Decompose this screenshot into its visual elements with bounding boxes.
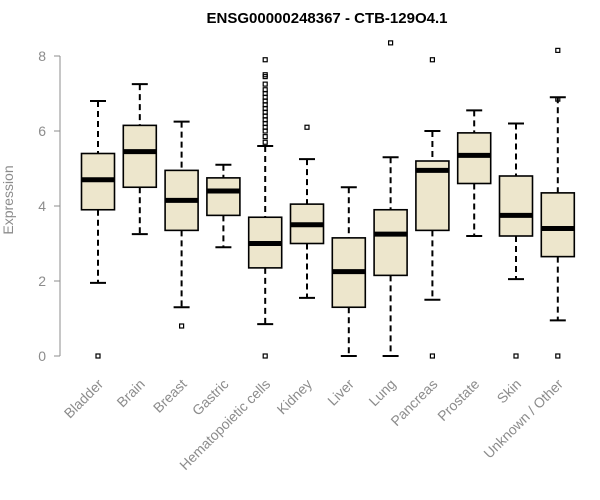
box-iqr <box>122 124 158 189</box>
box-iqr <box>540 192 576 258</box>
x-tick-label: Bladder <box>61 376 107 422</box>
box-iqr <box>456 132 492 185</box>
outlier-point <box>262 81 268 87</box>
y-tick-label: 2 <box>38 273 46 289</box>
box-unknown-other <box>540 47 576 359</box>
outlier-point <box>179 323 185 329</box>
box-breast <box>164 120 199 329</box>
outlier-point <box>555 96 561 102</box>
y-axis: 0 2 4 6 8 <box>38 48 61 364</box>
y-axis-label: Expression <box>0 165 16 234</box>
outlier-point <box>513 353 519 359</box>
box-bladder <box>80 100 116 359</box>
box-iqr <box>498 175 534 237</box>
outlier-point <box>95 353 101 359</box>
outlier-point <box>555 353 561 359</box>
outlier-point <box>262 72 268 78</box>
y-tick-label: 8 <box>38 48 46 64</box>
x-tick-label: Liver <box>324 376 357 409</box>
box-prostate <box>456 109 492 237</box>
outlier-point <box>388 40 394 46</box>
x-tick-label: Skin <box>494 376 525 407</box>
box-skin <box>498 122 534 359</box>
box-lung <box>373 40 408 357</box>
box-iqr <box>206 177 241 217</box>
x-tick-label: Prostate <box>434 376 482 424</box>
x-tick-label: Kidney <box>274 376 316 418</box>
outlier-point <box>262 57 268 63</box>
outlier-point <box>262 353 268 359</box>
x-tick-label: Unknown / Other <box>480 376 566 462</box>
chart-title: ENSG00000248367 - CTB-129O4.1 <box>207 10 448 27</box>
box-brain <box>122 83 158 236</box>
y-tick-label: 0 <box>38 348 46 364</box>
box-liver <box>331 186 367 357</box>
box-hematopoietic-cells <box>247 57 283 359</box>
outlier-point <box>262 87 268 93</box>
outlier-point <box>262 139 268 145</box>
box-iqr <box>373 208 408 277</box>
x-tick-label: Breast <box>150 376 190 416</box>
x-tick-label: Brain <box>113 376 147 410</box>
outlier-point <box>262 134 268 140</box>
box-gastric <box>206 163 241 249</box>
outlier-point <box>429 353 435 359</box>
outlier-point <box>555 47 561 53</box>
box-kidney <box>289 124 325 299</box>
y-tick-label: 4 <box>38 198 46 214</box>
boxes <box>80 40 576 359</box>
y-tick-label: 6 <box>38 123 46 139</box>
outlier-point <box>429 57 435 63</box>
x-tick-label: Lung <box>365 376 398 409</box>
outlier-point <box>304 124 310 130</box>
box-pancreas <box>415 57 450 359</box>
